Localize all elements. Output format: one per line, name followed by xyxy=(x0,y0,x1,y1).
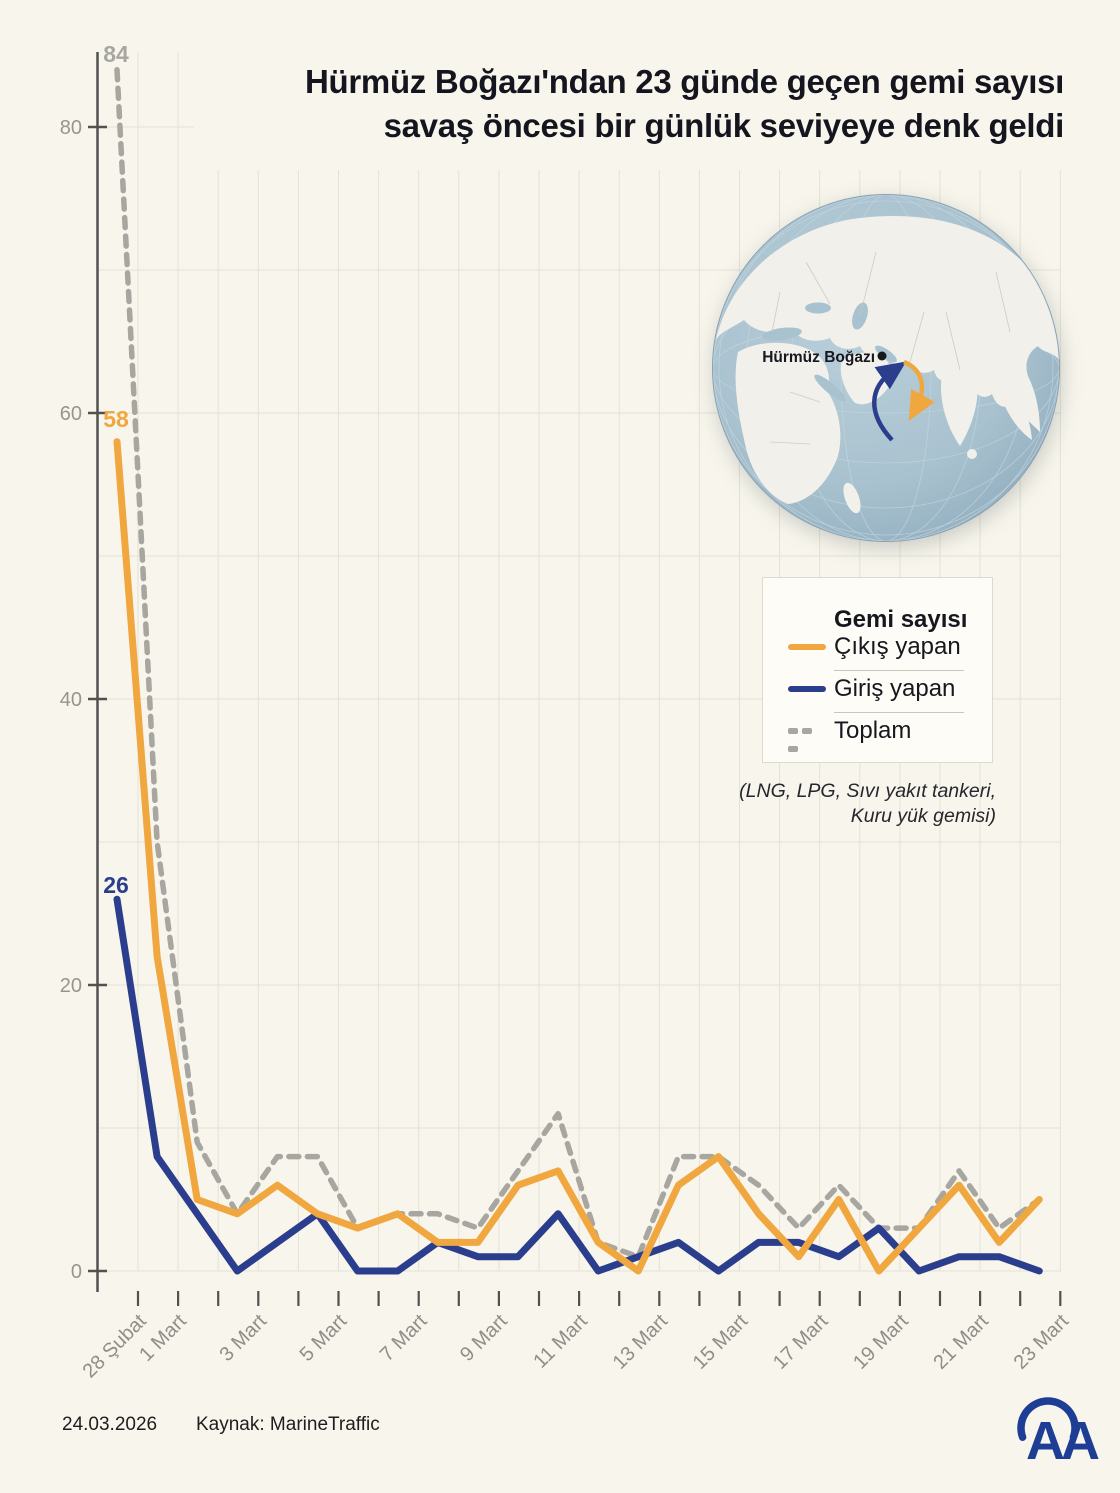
x-tick-label: 9 Mart xyxy=(456,1310,512,1366)
series-start-value-label: 84 xyxy=(103,41,129,67)
cikis-line-swatch xyxy=(788,644,826,650)
publication-date: 24.03.2026 xyxy=(62,1414,158,1435)
legend-label-cikis: Çıkış yapan xyxy=(834,633,961,660)
legend-item-giris: Giriş yapan xyxy=(763,672,992,714)
legend-item-cikis: Çıkış yapan xyxy=(763,630,992,672)
legend-item-toplam: Toplam xyxy=(763,714,992,756)
red-sea xyxy=(814,374,846,402)
globe-borders xyxy=(769,251,1011,445)
source-credit: Kaynak: MarineTraffic xyxy=(196,1414,380,1435)
series-cikis-line xyxy=(113,438,1043,1275)
y-tick-label: 20 xyxy=(60,975,82,997)
x-tick-label: 1 Mart xyxy=(135,1310,191,1366)
globe-inset-map: Hürmüz Boğazı xyxy=(710,192,1062,544)
giris-line-swatch xyxy=(788,686,826,692)
x-tick-label: 3 Mart xyxy=(215,1310,271,1366)
land-sri-lanka xyxy=(967,449,977,459)
series-giris-line xyxy=(113,895,1043,1275)
outbound-arrow xyxy=(903,359,935,421)
y-tick-label: 60 xyxy=(60,403,82,425)
land-madagascar xyxy=(843,482,861,514)
land-india xyxy=(940,370,978,446)
logo-text: AA xyxy=(1026,1411,1099,1471)
y-tick-label: 40 xyxy=(60,689,82,711)
series-start-value-label: 26 xyxy=(103,872,129,898)
note-line-1: (LNG, LPG, Sıvı yakıt tankeri, xyxy=(739,780,996,802)
inbound-arrow xyxy=(872,361,907,442)
legend-separator xyxy=(834,670,964,671)
legend-label-toplam: Toplam xyxy=(834,717,912,744)
x-tick-label: 13 Mart xyxy=(609,1310,673,1374)
legend-title: Gemi sayısı xyxy=(834,606,968,633)
x-tick-label: 5 Mart xyxy=(296,1310,352,1366)
globe-landmasses xyxy=(716,216,1060,514)
series-toplam-line xyxy=(114,67,1043,1260)
x-tick-label: 23 Mart xyxy=(1010,1310,1074,1374)
y-axis: 0 20 40 60 80 xyxy=(60,52,107,1292)
legend: Gemi sayısı Çıkış yapan Giriş yapan Topl… xyxy=(762,577,993,763)
x-tick-label: 19 Mart xyxy=(849,1310,913,1374)
logo-arc xyxy=(1017,1397,1079,1441)
hormuz-map-label: Hürmüz Boğazı xyxy=(762,349,875,366)
land-africa xyxy=(735,342,841,504)
title-line-1: Hürmüz Boğazı'ndan 23 günde geçen gemi s… xyxy=(304,63,1064,100)
x-tick-label: 21 Mart xyxy=(929,1310,993,1374)
globe-rim xyxy=(712,194,1060,542)
x-tick-label: 15 Mart xyxy=(689,1310,753,1374)
globe: Hürmüz Boğazı xyxy=(712,194,1060,542)
x-tick-label: 11 Mart xyxy=(529,1310,592,1373)
globe-seas xyxy=(762,302,897,402)
black-sea xyxy=(805,302,831,314)
hormuz-location-dot xyxy=(877,351,887,361)
infographic-title: Hürmüz Boğazı'ndan 23 günde geçen gemi s… xyxy=(194,60,1065,148)
y-tick-label: 0 xyxy=(71,1261,82,1283)
legend-separator xyxy=(834,712,964,713)
note-line-2: Kuru yük gemisi) xyxy=(850,805,996,828)
aa-agency-logo: AA xyxy=(1014,1392,1106,1478)
series-start-value-label: 58 xyxy=(103,406,129,432)
legend-label-giris: Giriş yapan xyxy=(834,675,956,702)
x-tick-label: 7 Mart xyxy=(376,1310,432,1366)
title-line-2: savaş öncesi bir günlük seviyeye denk ge… xyxy=(383,106,1065,144)
ship-types-note: (LNG, LPG, Sıvı yakıt tankeri, Kuru yük … xyxy=(739,779,996,830)
x-tick-label: 17 Mart xyxy=(769,1310,833,1374)
y-tick-label: 80 xyxy=(60,117,82,139)
land-se-asia xyxy=(1004,388,1032,440)
toplam-line-swatch xyxy=(788,728,826,752)
